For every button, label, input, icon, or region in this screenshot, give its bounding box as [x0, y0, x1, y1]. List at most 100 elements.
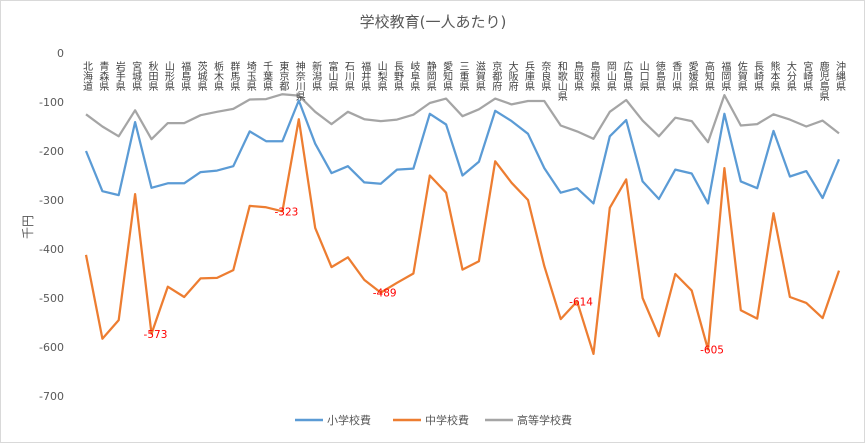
x-tick-label: 島根県 [588, 60, 600, 92]
legend-label: 高等学校費 [517, 413, 572, 427]
data-points [86, 94, 839, 354]
x-category-text: 群馬県 [228, 60, 240, 92]
x-category-text: 愛媛県 [686, 60, 698, 92]
data-label: -489 [373, 288, 397, 300]
x-tick-label: 青森県 [97, 60, 109, 92]
x-tick-label: 鳥取県 [572, 60, 584, 92]
y-tick-label: -100 [39, 96, 64, 109]
x-tick-label: 広島県 [621, 60, 633, 92]
x-tick-label: 大阪府 [506, 60, 518, 92]
x-category-text: 大阪府 [506, 60, 518, 92]
x-tick-label: 岡山県 [604, 60, 616, 92]
x-tick-label: 静岡県 [424, 60, 436, 92]
x-category-text: 栃木県 [211, 60, 223, 92]
legend-label: 中学校費 [425, 413, 469, 427]
x-tick-label: 佐賀県 [735, 60, 747, 92]
x-category-text: 千葉県 [261, 61, 273, 92]
y-tick-label: -700 [39, 390, 64, 403]
x-category-text: 兵庫県 [522, 60, 534, 92]
x-tick-label: 栃木県 [211, 60, 223, 92]
x-category-text: 石川県 [342, 61, 354, 92]
x-tick-label: 京都府 [490, 60, 502, 92]
x-tick-label: 宮城県 [130, 60, 142, 92]
x-category-text: 岩手県 [113, 60, 125, 92]
x-tick-label: 福井県 [359, 60, 371, 92]
legend: 小学校費中学校費高等学校費 [295, 413, 572, 427]
x-tick-label: 大分県 [784, 60, 796, 92]
x-category-text: 茨城県 [195, 60, 207, 92]
x-axis-categories: 北海道青森県岩手県宮城県秋田県山形県福島県茨城県栃木県群馬県埼玉県千葉県東京都神… [81, 60, 846, 102]
x-category-text: 福井県 [359, 60, 371, 92]
x-tick-label: 千葉県 [261, 60, 273, 92]
data-label: -614 [569, 296, 593, 308]
x-tick-label: 岩手県 [113, 60, 125, 92]
data-label: -323 [275, 206, 299, 218]
x-category-text: 宮城県 [130, 60, 142, 92]
x-category-text: 徳島県 [653, 60, 665, 92]
x-category-text: 秋田県 [146, 60, 158, 92]
x-category-text: 神奈川県 [293, 60, 305, 102]
legend-item: 中学校費 [393, 413, 469, 427]
x-category-text: 高知県 [703, 60, 715, 92]
x-tick-label: 北海道 [81, 60, 93, 92]
x-tick-label: 愛媛県 [686, 60, 698, 92]
y-tick-label: -500 [39, 292, 64, 305]
x-category-text: 北海道 [81, 61, 93, 91]
x-category-text: 山梨県 [375, 61, 387, 92]
x-tick-label: 石川県 [342, 60, 354, 92]
x-tick-label: 福岡県 [719, 60, 731, 92]
x-tick-label: 高知県 [703, 60, 715, 92]
legend-item: 高等学校費 [485, 413, 572, 427]
y-tick-label: -200 [39, 145, 64, 158]
data-labels: -573-323-489-614-605 [144, 206, 724, 356]
x-tick-label: 三重県 [457, 60, 469, 92]
x-tick-label: 宮崎県 [801, 60, 813, 92]
x-category-text: 滋賀県 [473, 60, 485, 92]
x-tick-label: 沖縄県 [834, 60, 846, 92]
x-category-text: 沖縄県 [834, 60, 846, 92]
x-category-text: 愛知県 [441, 60, 453, 92]
x-tick-label: 新潟県 [310, 60, 322, 92]
x-tick-label: 奈良県 [539, 60, 551, 92]
x-tick-label: 長崎県 [752, 60, 764, 92]
x-tick-label: 神奈川県 [293, 60, 305, 102]
x-category-text: 広島県 [621, 60, 633, 92]
x-tick-label: 兵庫県 [522, 60, 534, 92]
x-category-text: 長崎県 [752, 61, 764, 92]
x-tick-label: 徳島県 [653, 60, 665, 92]
x-tick-label: 秋田県 [146, 60, 158, 92]
x-tick-label: 愛知県 [441, 60, 453, 92]
x-tick-label: 滋賀県 [473, 60, 485, 92]
x-category-text: 京都府 [490, 60, 502, 92]
x-category-text: 静岡県 [424, 60, 436, 92]
x-tick-label: 山梨県 [375, 60, 387, 92]
x-category-text: 香川県 [670, 61, 682, 92]
y-tick-label: 0 [57, 47, 64, 60]
x-category-text: 鳥取県 [572, 60, 584, 92]
y-axis: 0-100-200-300-400-500-600-700 [39, 47, 64, 403]
y-tick-label: -600 [39, 341, 64, 354]
x-tick-label: 福島県 [179, 60, 191, 92]
x-category-text: 島根県 [588, 60, 600, 92]
x-tick-label: 山口県 [637, 60, 649, 92]
series-lines [86, 94, 839, 354]
x-category-text: 和歌山県 [555, 61, 567, 102]
x-category-text: 福島県 [179, 60, 191, 92]
series-line-1 [86, 119, 839, 354]
x-tick-label: 香川県 [670, 60, 682, 92]
x-tick-label: 山形県 [162, 60, 174, 92]
x-category-text: 奈良県 [539, 60, 551, 92]
chart-title: 学校教育(一人あたり) [360, 13, 507, 31]
y-axis-label: 千円 [21, 215, 35, 239]
x-category-text: 東京都 [277, 60, 289, 92]
x-category-text: 青森県 [97, 60, 109, 92]
x-tick-label: 富山県 [326, 60, 338, 92]
x-category-text: 富山県 [326, 60, 338, 92]
y-tick-label: -400 [39, 243, 64, 256]
x-category-text: 大分県 [784, 60, 796, 92]
x-category-text: 宮崎県 [801, 60, 813, 92]
x-category-text: 埼玉県 [244, 60, 256, 92]
x-category-text: 三重県 [457, 61, 469, 92]
